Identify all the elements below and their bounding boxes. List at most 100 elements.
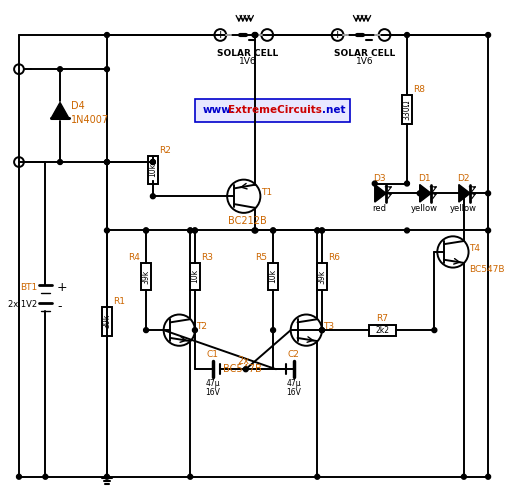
Circle shape [486, 32, 490, 38]
Circle shape [461, 191, 466, 196]
Circle shape [319, 328, 325, 332]
Circle shape [404, 32, 410, 38]
Polygon shape [420, 184, 431, 202]
Circle shape [271, 228, 275, 233]
Circle shape [271, 328, 275, 332]
Text: R8: R8 [413, 84, 425, 94]
Text: BC212B: BC212B [228, 216, 267, 226]
Text: R6: R6 [328, 252, 340, 262]
Circle shape [193, 228, 197, 233]
FancyBboxPatch shape [316, 262, 327, 290]
Text: SOLAR CELL: SOLAR CELL [217, 48, 279, 58]
Text: 2k2: 2k2 [376, 326, 390, 334]
FancyBboxPatch shape [268, 262, 279, 290]
Circle shape [319, 228, 325, 233]
Text: 10k: 10k [148, 163, 157, 177]
Circle shape [104, 66, 110, 71]
Text: BT1: BT1 [20, 282, 37, 292]
Circle shape [404, 181, 410, 186]
Text: red: red [372, 204, 386, 213]
Circle shape [151, 160, 155, 164]
Circle shape [104, 160, 110, 164]
Circle shape [104, 474, 110, 479]
Circle shape [151, 160, 155, 164]
Text: .net: .net [322, 105, 346, 115]
Circle shape [243, 367, 248, 372]
Circle shape [104, 160, 110, 164]
FancyBboxPatch shape [101, 306, 112, 336]
Text: -: - [382, 30, 387, 40]
Text: 16V: 16V [286, 388, 301, 397]
Text: www.: www. [203, 105, 235, 115]
FancyBboxPatch shape [147, 156, 158, 184]
Text: D3: D3 [373, 174, 386, 182]
Text: SOLAR CELL: SOLAR CELL [334, 48, 396, 58]
Polygon shape [459, 184, 470, 202]
Text: D4: D4 [71, 102, 84, 112]
Text: D1: D1 [418, 174, 431, 182]
Circle shape [143, 228, 148, 233]
Circle shape [193, 228, 197, 233]
Circle shape [151, 194, 155, 198]
Circle shape [315, 474, 319, 479]
FancyBboxPatch shape [369, 325, 396, 336]
Circle shape [417, 191, 422, 196]
Text: 1V6: 1V6 [356, 58, 374, 66]
Circle shape [432, 328, 437, 332]
Text: BC547B: BC547B [470, 265, 505, 274]
Circle shape [193, 328, 197, 332]
FancyBboxPatch shape [401, 94, 412, 124]
Circle shape [143, 228, 148, 233]
Text: +: + [216, 30, 225, 40]
Text: R1: R1 [113, 296, 125, 306]
Circle shape [104, 32, 110, 38]
Circle shape [252, 228, 257, 233]
Circle shape [57, 160, 62, 164]
Text: R3: R3 [201, 252, 214, 262]
Circle shape [188, 228, 193, 233]
Text: 10k: 10k [269, 270, 278, 283]
Text: 10k: 10k [190, 270, 199, 283]
Circle shape [486, 474, 490, 479]
Circle shape [143, 328, 148, 332]
Text: T1: T1 [261, 188, 272, 197]
Text: +: + [333, 30, 343, 40]
Circle shape [372, 181, 377, 186]
Text: 47μ: 47μ [205, 379, 220, 388]
Text: yellow: yellow [450, 204, 477, 213]
Circle shape [104, 228, 110, 233]
Circle shape [188, 228, 193, 233]
Text: 330Ω: 330Ω [402, 99, 412, 119]
Text: 39k: 39k [141, 270, 151, 283]
Circle shape [315, 228, 319, 233]
Circle shape [404, 228, 410, 233]
Text: T4: T4 [470, 244, 481, 252]
Text: -: - [265, 30, 269, 40]
Text: 39k: 39k [102, 314, 112, 328]
Circle shape [43, 474, 48, 479]
Text: 2x: 2x [237, 356, 249, 366]
Text: 2x 1V2: 2x 1V2 [8, 300, 37, 309]
Text: -: - [57, 300, 61, 313]
Text: C2: C2 [288, 350, 300, 360]
Circle shape [319, 228, 325, 233]
Text: T3: T3 [323, 322, 334, 330]
Circle shape [319, 328, 325, 332]
Text: yellow: yellow [411, 204, 438, 213]
Circle shape [315, 228, 319, 233]
Text: 1N4007: 1N4007 [71, 115, 109, 125]
Text: +: + [57, 280, 68, 293]
Text: R4: R4 [128, 252, 140, 262]
Circle shape [486, 228, 490, 233]
Text: R7: R7 [376, 314, 389, 323]
Circle shape [486, 191, 490, 196]
FancyBboxPatch shape [141, 262, 152, 290]
FancyBboxPatch shape [189, 262, 200, 290]
Text: 39k: 39k [317, 270, 327, 283]
Circle shape [461, 474, 466, 479]
Text: ExtremeCircuits: ExtremeCircuits [228, 105, 322, 115]
Text: 16V: 16V [205, 388, 220, 397]
Circle shape [252, 32, 257, 38]
Polygon shape [51, 102, 69, 118]
Text: C1: C1 [206, 350, 219, 360]
